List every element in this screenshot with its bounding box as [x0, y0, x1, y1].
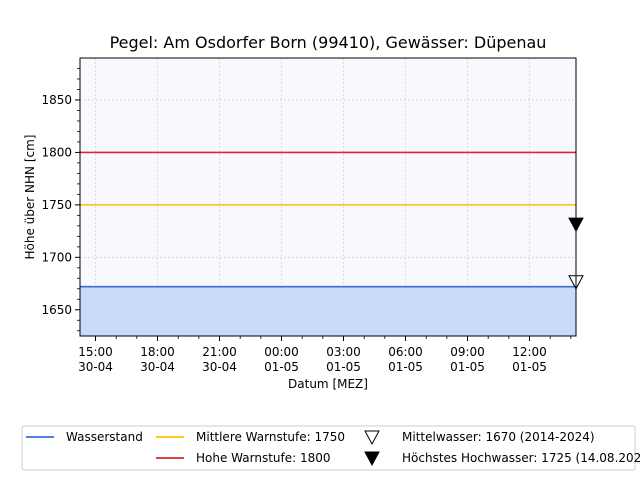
- legend-label-0: Wasserstand: [66, 430, 143, 444]
- x-tick-label-date: 30-04: [202, 360, 237, 374]
- x-tick-label-time: 21:00: [202, 345, 237, 359]
- x-tick-label-date: 01-05: [512, 360, 547, 374]
- legend-marker-4: [364, 451, 380, 467]
- x-tick-label-date: 01-05: [450, 360, 485, 374]
- y-axis-label: Höhe über NHN [cm]: [23, 135, 37, 260]
- y-tick-label: 1850: [41, 93, 72, 107]
- x-tick-label-time: 09:00: [450, 345, 485, 359]
- x-tick-label-time: 06:00: [388, 345, 423, 359]
- x-tick-label-time: 03:00: [326, 345, 361, 359]
- x-tick-label-time: 12:00: [512, 345, 547, 359]
- legend-label-3: Mittelwasser: 1670 (2014-2024): [402, 430, 595, 444]
- y-axis: 1650 1700 1750 1800 1850: [41, 68, 80, 332]
- legend-label-4: Höchstes Hochwasser: 1725 (14.08.2024): [402, 451, 640, 465]
- y-tick-label: 1800: [41, 145, 72, 159]
- x-tick-label-time: 00:00: [264, 345, 299, 359]
- legend-marker-3: [364, 430, 380, 446]
- series-layer: [80, 151, 576, 336]
- series-area-0: [80, 286, 576, 336]
- x-tick-label-date: 30-04: [140, 360, 175, 374]
- legend-label-1: Mittlere Warnstufe: 1750: [196, 430, 345, 444]
- y-tick-label: 1750: [41, 198, 72, 212]
- plot-frame: [79, 57, 577, 337]
- chart-title: Pegel: Am Osdorfer Born (99410), Gewässe…: [110, 33, 547, 52]
- x-tick-label-date: 01-05: [388, 360, 423, 374]
- x-tick-label-date: 01-05: [326, 360, 361, 374]
- legend-label-2: Hohe Warnstufe: 1800: [196, 451, 331, 465]
- y-tick-label: 1700: [41, 250, 72, 264]
- x-tick-label-time: 18:00: [140, 345, 175, 359]
- x-axis: 15:0030-0418:0030-0421:0030-0400:0001-05…: [78, 336, 572, 374]
- legend: Wasserstand Mittlere Warnstufe: 1750 Hohe …: [21, 425, 640, 471]
- x-tick-label-date: 30-04: [78, 360, 113, 374]
- x-tick-label-date: 01-05: [264, 360, 299, 374]
- x-axis-label: Datum [MEZ]: [288, 377, 368, 391]
- y-tick-label: 1650: [41, 303, 72, 317]
- x-tick-label-time: 15:00: [78, 345, 113, 359]
